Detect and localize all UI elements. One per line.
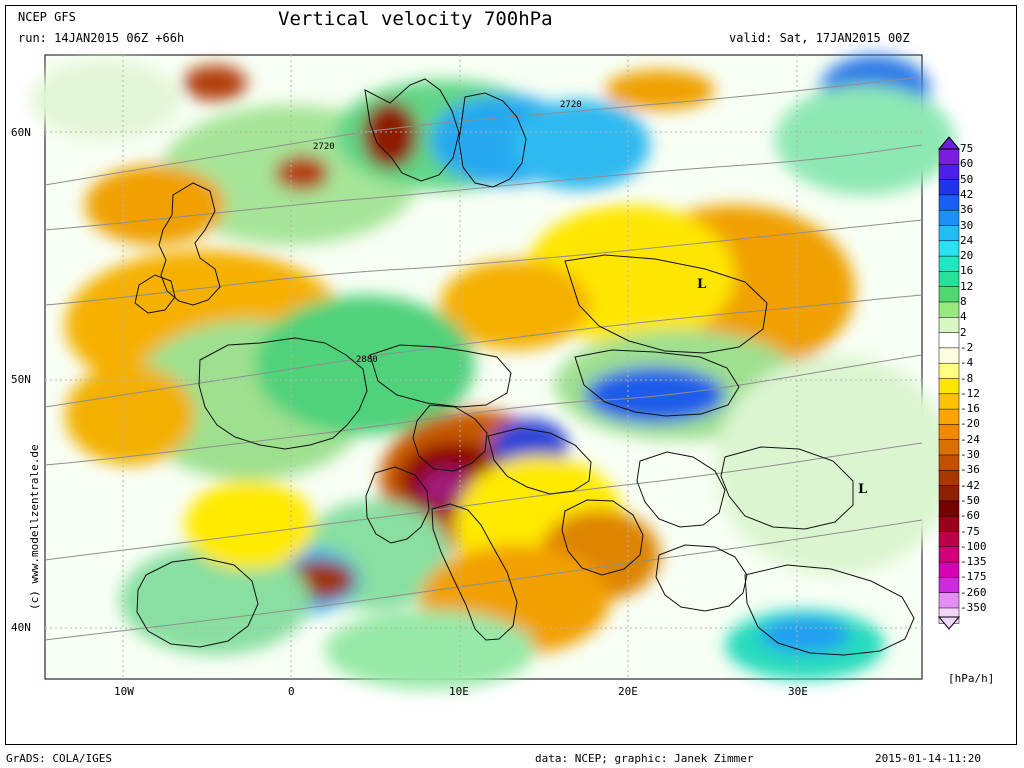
legend-swatch <box>938 561 960 578</box>
legend-swatch <box>938 301 960 318</box>
weather-map: 2720 2720 2880 L L <box>30 54 955 690</box>
legend-label: 8 <box>960 295 967 308</box>
legend-swatch <box>938 179 960 196</box>
legend-swatch <box>938 408 960 425</box>
legend-label: 4 <box>960 310 967 324</box>
legend-label: -260 <box>960 585 987 599</box>
legend-swatch <box>938 424 960 441</box>
legend-label: 30 <box>960 218 974 232</box>
legend-label: -175 <box>960 570 987 584</box>
legend-unit: [hPa/h] <box>948 672 995 685</box>
legend-swatch <box>938 317 960 334</box>
legend-label: -2 <box>960 340 974 354</box>
legend-label: -36 <box>960 463 980 477</box>
source-label: NCEP GFS <box>18 10 76 24</box>
legend-swatch <box>938 286 960 303</box>
contour-label: 2880 <box>356 355 378 365</box>
legend-swatch <box>938 378 960 395</box>
legend-bottom-arrow <box>937 616 961 630</box>
page-title: Vertical velocity 700hPa <box>278 8 553 30</box>
legend-swatch <box>938 500 960 517</box>
legend-swatch <box>938 240 960 257</box>
legend-label: -20 <box>960 417 980 431</box>
legend-swatch <box>938 164 960 181</box>
legend-label: -75 <box>960 524 980 538</box>
contour-label: 2720 <box>560 100 582 110</box>
legend-swatch <box>938 546 960 563</box>
legend-label: 24 <box>960 233 974 247</box>
legend-label: -100 <box>960 539 987 553</box>
longitude-label-10e: 10E <box>449 685 469 698</box>
legend-label: -24 <box>960 432 980 446</box>
grid-lines <box>45 55 922 679</box>
run-label: run: 14JAN2015 06Z +66h <box>18 31 185 45</box>
legend-top-arrow <box>937 136 961 150</box>
vertical-velocity-field <box>30 55 955 690</box>
legend-label: 42 <box>960 187 974 201</box>
side-credit: (c) www.modellzentrale.de <box>28 444 41 610</box>
contour-label: 2720 <box>313 142 335 152</box>
legend-label: 75 <box>960 142 974 155</box>
legend-label: 60 <box>960 157 974 171</box>
legend-label: 20 <box>960 249 974 263</box>
latitude-label-40n: 40N <box>11 621 31 634</box>
legend-label: 36 <box>960 203 974 217</box>
low-pressure-marker: L <box>697 277 706 292</box>
legend-label: -60 <box>960 509 980 523</box>
legend-swatch <box>938 362 960 379</box>
legend-swatch <box>938 485 960 502</box>
footer-right: 2015-01-14-11:20 <box>875 752 981 765</box>
legend-colorbar <box>937 136 961 630</box>
legend-swatch <box>938 225 960 242</box>
legend-label: -30 <box>960 448 980 461</box>
legend-swatches <box>938 148 960 624</box>
longitude-label-10w: 10W <box>114 685 134 698</box>
footer-left: GrADS: COLA/IGES <box>6 752 112 765</box>
legend-swatch <box>938 577 960 594</box>
legend-swatch <box>938 209 960 226</box>
legend-swatch <box>938 393 960 410</box>
legend-swatch <box>938 531 960 548</box>
contour-lines <box>44 76 923 641</box>
legend-swatch <box>938 255 960 272</box>
legend-swatch <box>938 470 960 487</box>
latitude-label-60n: 60N <box>11 126 31 139</box>
chart-frame <box>5 5 1017 745</box>
longitude-label-30e: 30E <box>788 685 808 698</box>
legend-label: -42 <box>960 478 980 492</box>
legend-label: 12 <box>960 279 974 293</box>
contour-labels: 2720 2720 2880 <box>313 100 582 365</box>
legend-label: -16 <box>960 402 980 416</box>
legend-swatch <box>938 347 960 364</box>
legend-swatch <box>938 454 960 471</box>
legend-label: -12 <box>960 386 980 400</box>
legend-swatch <box>938 148 960 165</box>
longitude-label-0: 0 <box>288 685 295 698</box>
footer-center: data: NCEP; graphic: Janek Zimmer <box>535 752 754 765</box>
legend-swatch <box>938 515 960 532</box>
longitude-label-20e: 20E <box>618 685 638 698</box>
legend-swatch <box>938 332 960 349</box>
legend-label: -8 <box>960 371 974 385</box>
country-borders <box>134 78 915 656</box>
legend-swatch <box>938 592 960 609</box>
legend-label: -50 <box>960 493 980 507</box>
legend-label: -4 <box>960 356 974 370</box>
legend-label: -135 <box>960 555 987 569</box>
legend-swatch <box>938 271 960 288</box>
legend-label: -350 <box>960 601 987 614</box>
low-pressure-markers: L L <box>697 277 867 497</box>
legend-label: 16 <box>960 264 974 278</box>
legend-swatch <box>938 194 960 211</box>
legend-swatch <box>938 439 960 456</box>
low-pressure-marker: L <box>858 482 867 497</box>
legend-label: 2 <box>960 325 967 339</box>
legend-label: 50 <box>960 172 974 186</box>
latitude-label-50n: 50N <box>11 373 31 386</box>
valid-time-label: valid: Sat, 17JAN2015 00Z <box>729 31 910 45</box>
